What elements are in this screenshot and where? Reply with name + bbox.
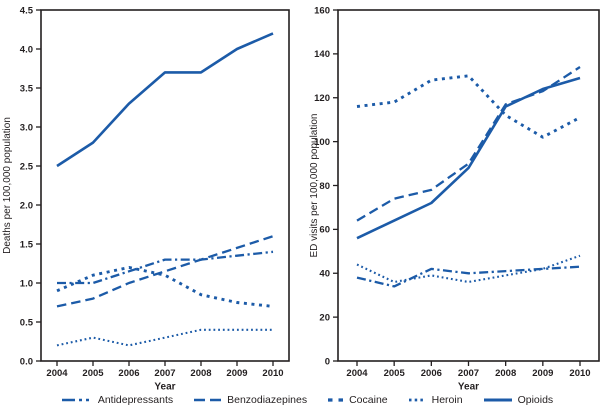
x-axis-title: Year [154, 382, 175, 393]
y-tick-label: 0 [325, 356, 330, 367]
charts-row: 0.0 0.5 1.0 1.5 2.0 2.5 3.0 3.5 4.0 4.5 2004 2005 20… [2, 5, 600, 393]
x-tick-label: 2006 [118, 368, 139, 379]
series-line-cocaine [356, 74, 581, 139]
y-tick-label: 100 [314, 137, 330, 148]
x-tick-label: 2008 [495, 368, 516, 379]
legend-label-heroin: Heroin [431, 394, 463, 406]
legend-item-cocaine: Cocaine [328, 394, 388, 406]
y-tick-label: 1.5 [20, 239, 34, 250]
deaths-chart: 0.0 0.5 1.0 1.5 2.0 2.5 3.0 3.5 4.0 4.5 2004 2005 20… [2, 5, 290, 393]
x-tick-label: 2007 [458, 368, 479, 379]
legend-label-benzodiazepines: Benzodiazepines [227, 394, 308, 406]
y-axis-title: Deaths per 100,000 population [2, 117, 13, 254]
x-axis-title: Year [458, 382, 479, 393]
y-tick-label: 160 [314, 5, 330, 16]
x-tick-label: 2008 [190, 368, 211, 379]
x-tick-label: 2007 [154, 368, 175, 379]
y-tick-label: 0.5 [20, 317, 34, 328]
ed-visits-chart: 0 20 40 60 80 100 120 140 160 2004 2005 2006 2007 200… [309, 5, 600, 393]
legend-item-opioids: Opioids [483, 394, 554, 406]
series-line-opioids [56, 32, 274, 168]
y-tick-label: 2.5 [20, 161, 34, 172]
y-tick-label: 1.0 [20, 278, 33, 289]
legend-swatch-benzodiazepines-icon [194, 398, 222, 402]
legend-label-antidepressants: Antidepressants [97, 394, 174, 406]
y-axis-title: ED visits per 100,000 population [309, 114, 320, 258]
x-tick-label: 2005 [82, 368, 104, 379]
x-tick-label: 2006 [421, 368, 442, 379]
y-tick-label: 2.0 [20, 200, 33, 211]
legend-item-benzodiazepines: Benzodiazepines [194, 394, 307, 406]
x-tick-label: 2010 [569, 368, 590, 379]
x-tick-label: 2009 [226, 368, 247, 379]
legend-swatch-cocaine-icon [328, 398, 344, 402]
y-tick-label: 60 [319, 225, 330, 236]
x-tick-label: 2009 [532, 368, 553, 379]
legend-label-opioids: Opioids [517, 394, 554, 406]
legend-swatch-antidepressants-icon [61, 398, 92, 402]
legend-item-antidepressants: Antidepressants [61, 394, 174, 406]
y-tick-label: 120 [314, 93, 330, 104]
x-tick-label: 2004 [46, 368, 68, 379]
y-tick-label: 4.5 [20, 5, 34, 16]
y-tick-label: 40 [319, 269, 330, 280]
legend-swatch-heroin-icon [408, 398, 426, 402]
y-tick-label: 3.0 [20, 122, 33, 133]
x-tick-label: 2010 [262, 368, 283, 379]
y-tick-label: 20 [319, 312, 330, 323]
legend-item-heroin: Heroin [408, 394, 463, 406]
y-tick-label: 3.5 [20, 83, 34, 94]
x-tick-label: 2004 [346, 368, 368, 379]
y-tick-label: 0.0 [20, 356, 33, 367]
x-tick-label: 2005 [384, 368, 406, 379]
plot-frame [40, 9, 290, 362]
legend-label-cocaine: Cocaine [349, 394, 388, 406]
series-line-antidepressants [57, 250, 274, 285]
series-line-cocaine [56, 265, 274, 308]
series-line-heroin [56, 328, 273, 347]
series-line-benzodiazepines [356, 66, 581, 222]
legend: Antidepressants Benzodiazepines Cocaine Her… [0, 394, 615, 406]
series-line-antidepressants [356, 265, 581, 288]
y-tick-label: 4.0 [20, 44, 33, 55]
series-line-opioids [356, 76, 581, 240]
legend-swatch-opioids-icon [483, 398, 512, 402]
y-tick-label: 80 [319, 181, 330, 192]
series-line-benzodiazepines [56, 235, 274, 308]
y-tick-label: 140 [314, 49, 330, 60]
plot-frame [337, 9, 600, 362]
